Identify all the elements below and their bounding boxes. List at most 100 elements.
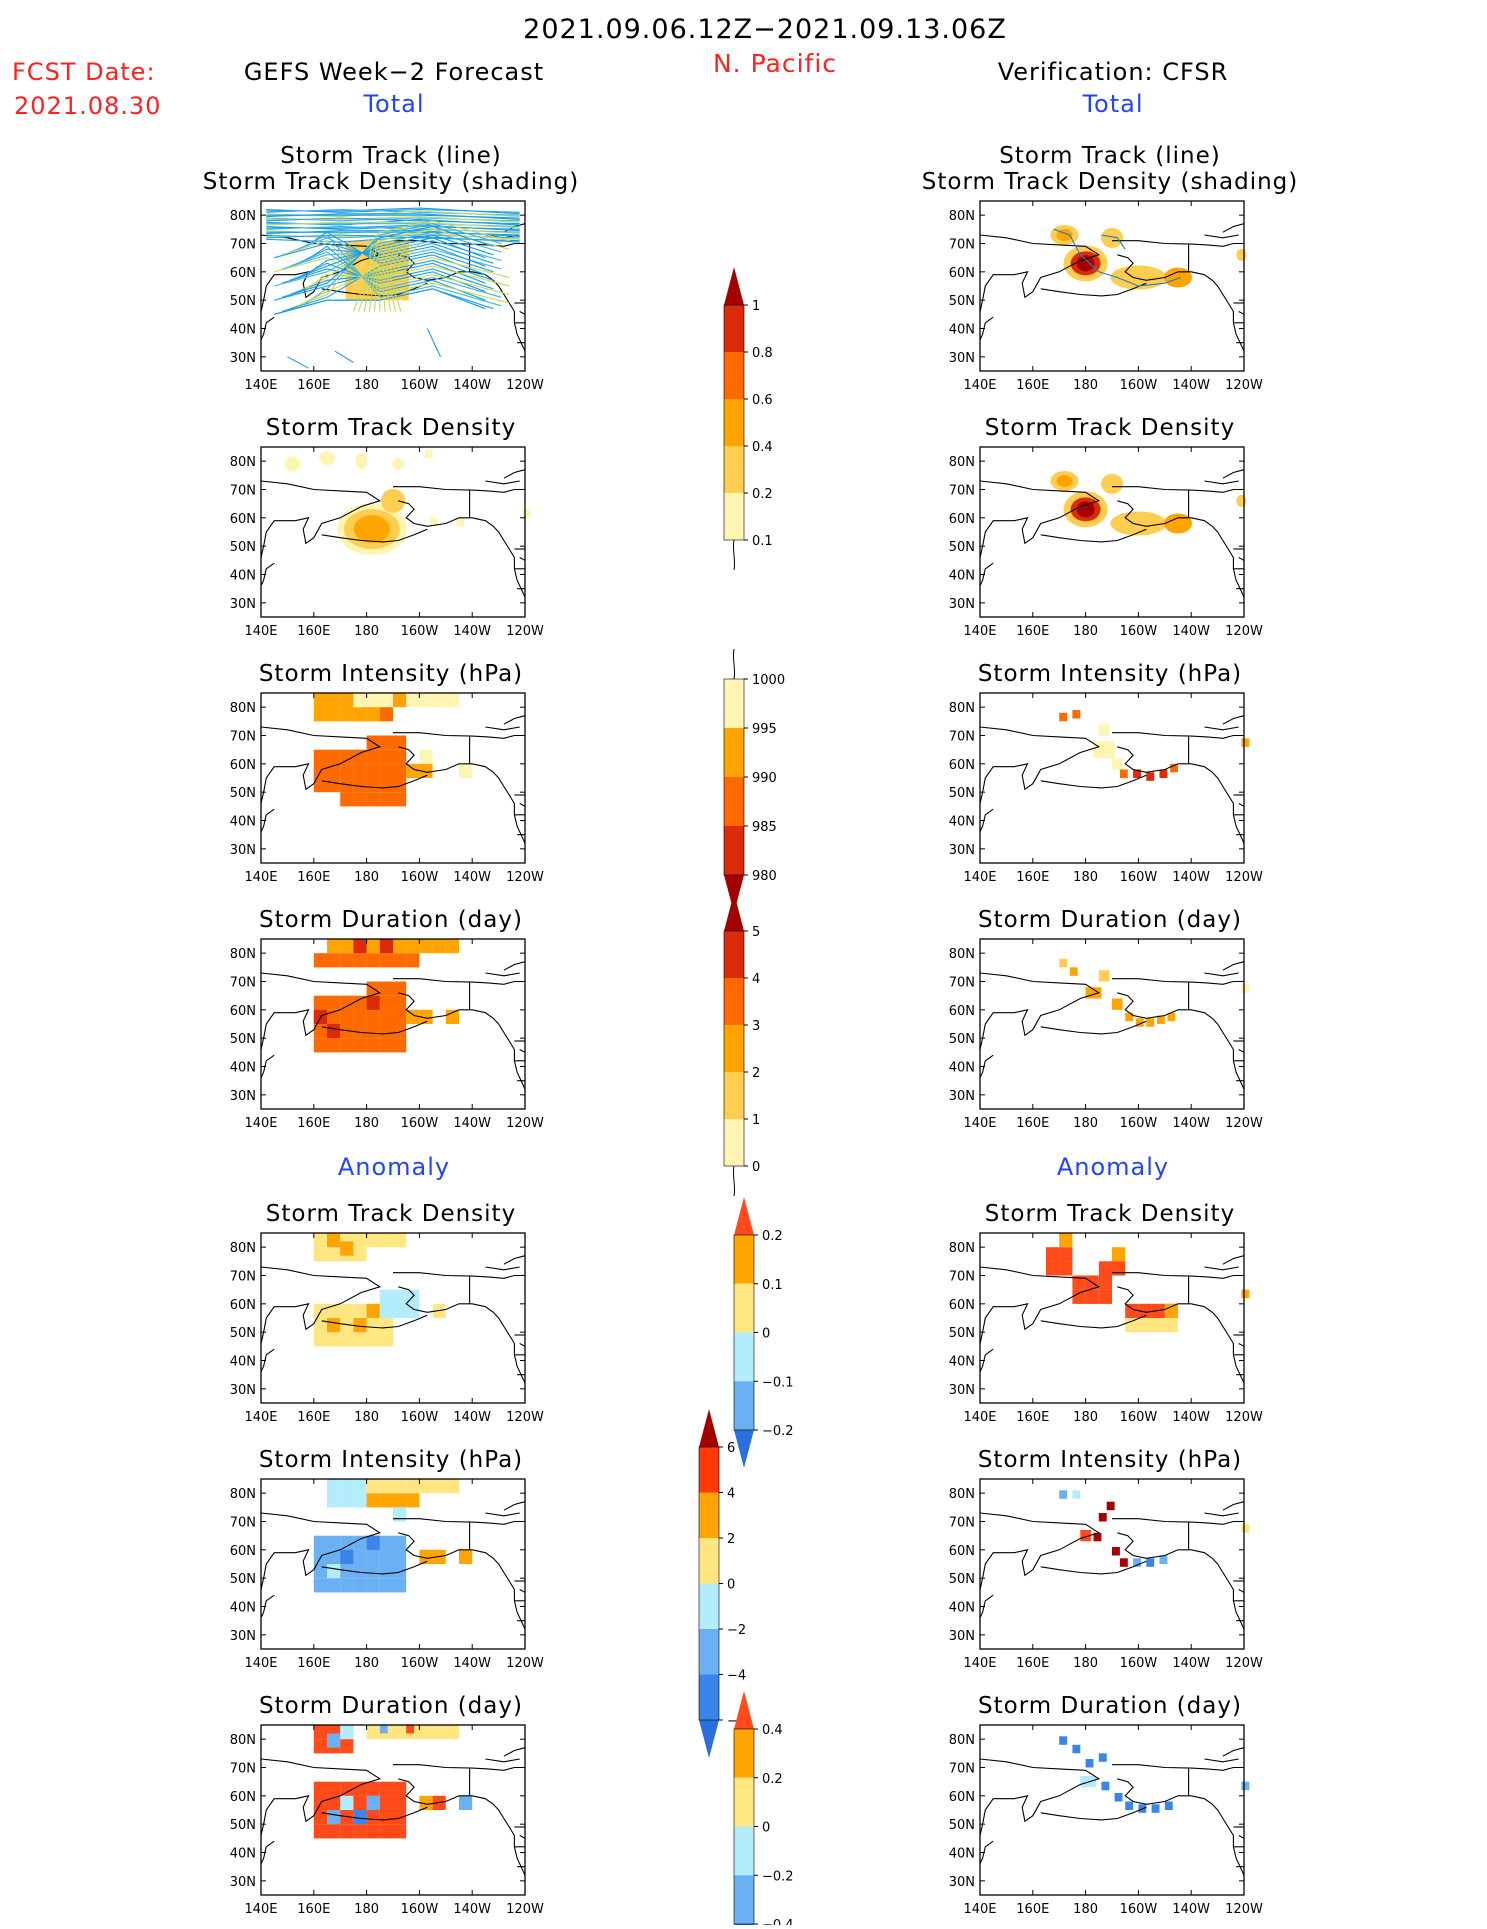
coastline bbox=[1238, 557, 1245, 561]
shading-cell bbox=[353, 953, 367, 968]
coastline bbox=[1222, 715, 1245, 725]
colorbar-label: −0.4 bbox=[762, 1918, 794, 1925]
coastline bbox=[503, 961, 526, 971]
shading-cell bbox=[400, 274, 409, 284]
map-panel: Storm Track Density 80N 70N 60N 50N 40N 30N 140… bbox=[949, 415, 1263, 639]
colorbar-density: 1 0.8 0.6 0.4 0.2 0.1 bbox=[723, 267, 773, 571]
lon-tick-label: 140E bbox=[244, 1656, 277, 1671]
shading-cell bbox=[1170, 763, 1178, 773]
shading-cell bbox=[379, 1725, 388, 1734]
storm-track-line bbox=[289, 234, 494, 281]
colorbar-anom_density: 0.2 0.1 0 −0.1 −0.2 bbox=[733, 1197, 794, 1468]
lon-tick-label: 160E bbox=[1016, 870, 1049, 885]
coastline bbox=[1112, 1764, 1244, 1771]
shading-cell bbox=[345, 283, 354, 292]
shading-cell bbox=[393, 1810, 407, 1825]
shading-cell bbox=[1101, 1781, 1110, 1791]
coastline bbox=[1040, 1314, 1147, 1329]
shading-cell bbox=[366, 792, 380, 807]
lon-tick-label: 120W bbox=[506, 624, 544, 639]
colorbar-label: 1 bbox=[752, 1113, 760, 1128]
lon-tick-label: 180 bbox=[1073, 624, 1098, 639]
shading-cell bbox=[353, 1479, 367, 1494]
lat-tick-label: 60N bbox=[230, 512, 256, 527]
shading-cell bbox=[366, 939, 380, 954]
shading-cell bbox=[327, 778, 341, 793]
shading-cell bbox=[400, 283, 409, 292]
shading-cell bbox=[379, 1795, 393, 1810]
lon-tick-label: 180 bbox=[354, 870, 379, 885]
shading-cell bbox=[340, 1739, 354, 1754]
lon-tick-label: 140W bbox=[1172, 870, 1210, 885]
shading-cell bbox=[1059, 1736, 1068, 1745]
shading-cell bbox=[1059, 1490, 1068, 1499]
shading-cell bbox=[379, 693, 393, 708]
lat-tick-label: 60N bbox=[949, 266, 975, 281]
lon-tick-label: 140E bbox=[963, 1116, 996, 1131]
shading-cell bbox=[379, 1549, 393, 1564]
colorbar-label: 0.1 bbox=[752, 534, 773, 549]
shading-cell bbox=[366, 953, 380, 968]
shading-cell bbox=[1072, 1744, 1081, 1754]
right-total-label: Total bbox=[1081, 90, 1143, 118]
shading-cell bbox=[327, 1479, 341, 1494]
lon-tick-label: 160E bbox=[1016, 378, 1049, 393]
lon-tick-label: 160E bbox=[297, 378, 330, 393]
shading-cell bbox=[393, 1009, 407, 1024]
lat-tick-label: 80N bbox=[230, 1733, 256, 1748]
shading-cell bbox=[353, 1332, 367, 1347]
shading-cell bbox=[340, 953, 354, 968]
lon-tick-label: 140W bbox=[1172, 1656, 1210, 1671]
shading-cell bbox=[361, 266, 370, 275]
shading-cell bbox=[327, 1781, 341, 1796]
shading-cell bbox=[313, 953, 327, 968]
shading-cell bbox=[1125, 1012, 1134, 1022]
shading-cell bbox=[353, 792, 367, 807]
colorbar-swatch bbox=[724, 728, 744, 777]
map-frame bbox=[260, 938, 526, 1110]
shading-cell bbox=[313, 1247, 327, 1262]
panel-title: Storm Track Density (shading) bbox=[922, 169, 1298, 195]
lon-tick-label: 160E bbox=[1016, 1410, 1049, 1425]
shading-cell bbox=[419, 693, 433, 708]
map-frame bbox=[979, 1478, 1245, 1650]
lon-tick-label: 180 bbox=[354, 1410, 379, 1425]
storm-track-line bbox=[289, 220, 510, 310]
shading-cell bbox=[379, 1578, 393, 1593]
shading-cell bbox=[366, 1810, 380, 1825]
lon-tick-label: 180 bbox=[354, 378, 379, 393]
lon-tick-label: 140E bbox=[963, 870, 996, 885]
shading-cell bbox=[379, 1024, 393, 1039]
shading-cell bbox=[379, 981, 393, 996]
coastline bbox=[1222, 469, 1245, 479]
colorbar-label: 0.4 bbox=[762, 1723, 783, 1738]
shading-cell bbox=[1133, 769, 1141, 778]
map-frame bbox=[260, 692, 526, 864]
map-frame bbox=[979, 938, 1245, 1110]
colorbar-label: 0.2 bbox=[762, 1772, 783, 1787]
shading-cell bbox=[419, 749, 433, 764]
shading-cell bbox=[445, 1009, 459, 1024]
shading-cell bbox=[327, 693, 341, 708]
lon-tick-label: 160E bbox=[297, 1116, 330, 1131]
lon-tick-label: 180 bbox=[1073, 1410, 1098, 1425]
shading-cell bbox=[1112, 1247, 1126, 1262]
storm-track-line bbox=[1101, 234, 1126, 250]
shading-cell bbox=[459, 1795, 473, 1810]
lon-tick-label: 140W bbox=[1172, 1116, 1210, 1131]
storm-track-line bbox=[379, 243, 399, 312]
lat-tick-label: 40N bbox=[230, 815, 256, 830]
lon-tick-label: 140E bbox=[244, 1902, 277, 1917]
lat-tick-label: 30N bbox=[949, 1089, 975, 1104]
shading-cell bbox=[1138, 1303, 1152, 1318]
shading-cell bbox=[393, 1479, 407, 1494]
shading-cell bbox=[353, 1810, 367, 1825]
lon-tick-label: 140E bbox=[963, 624, 996, 639]
lon-tick-label: 140W bbox=[453, 870, 491, 885]
storm-track-line bbox=[358, 243, 378, 312]
colorbar-label: 0.8 bbox=[752, 346, 773, 361]
lat-tick-label: 70N bbox=[949, 1516, 975, 1531]
lat-tick-label: 40N bbox=[949, 323, 975, 338]
panel-title: Storm Duration (day) bbox=[259, 1693, 523, 1719]
shading-cell bbox=[432, 939, 446, 954]
